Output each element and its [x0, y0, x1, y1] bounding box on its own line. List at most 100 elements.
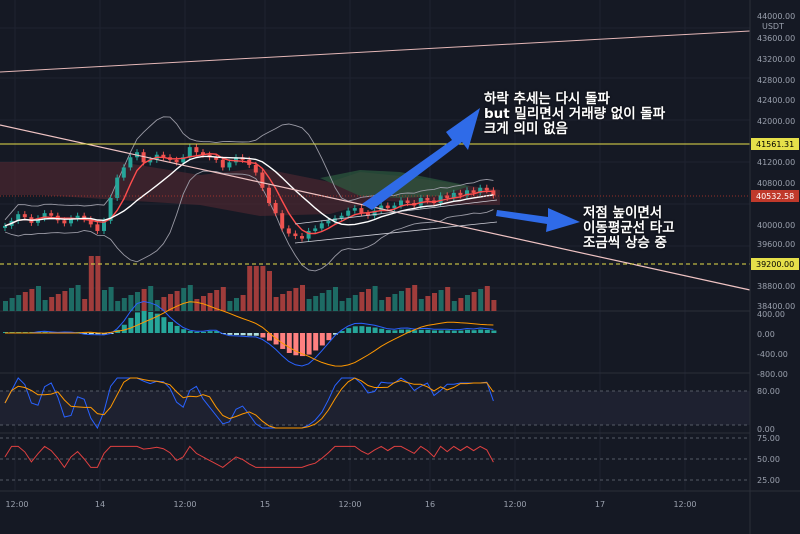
macd-histogram-bar: [135, 312, 140, 333]
macd-histogram-bar: [102, 333, 107, 335]
bollinger-lower-line: [4, 170, 494, 272]
macd-histogram-bar: [214, 331, 220, 333]
macd-histogram-bar: [128, 317, 134, 333]
macd-histogram-bar: [293, 333, 299, 356]
volume-bar: [102, 290, 107, 311]
macd-histogram-bar: [465, 329, 470, 333]
candle-body: [121, 167, 126, 178]
macd-histogram-bar: [286, 333, 292, 353]
candle-body: [69, 218, 73, 224]
volume-bar: [29, 289, 35, 311]
volume-bar: [458, 298, 464, 311]
macd-histogram-bar: [267, 333, 272, 341]
annotation-top: 하락 추세는 다시 돌파 but 밀리면서 거래량 없이 돌파 크게 의미 없음: [484, 91, 666, 137]
price-tick-label: 42000.00: [757, 117, 795, 126]
volume-bar: [115, 301, 121, 311]
macd-histogram-bar: [471, 330, 477, 333]
volume-bar: [108, 287, 114, 311]
macd-histogram-bar: [451, 330, 457, 333]
macd-histogram-bar: [484, 329, 490, 333]
macd-histogram-bar: [168, 321, 173, 333]
volume-bar: [273, 297, 279, 311]
macd-tick-label: 400.00: [757, 310, 785, 319]
rsi-panel: [0, 437, 750, 481]
volume-bar: [187, 285, 193, 311]
volume-bar: [16, 295, 22, 311]
volume-bar: [214, 290, 220, 311]
channel-upper-line[interactable]: [294, 199, 498, 225]
volume-bar: [352, 295, 358, 311]
candle-body: [286, 228, 291, 234]
candle-body: [148, 159, 153, 163]
volume-bar: [88, 256, 94, 311]
long-term-uptrend-line[interactable]: [0, 30, 751, 73]
price-tick-label: 43600.00: [757, 34, 795, 43]
time-axis[interactable]: 12:00 14 12:00 15 12:00 16 12:00 17 12:00: [5, 500, 696, 509]
candle-body: [458, 192, 463, 196]
volume-bar: [161, 297, 167, 311]
candle-body: [102, 220, 106, 231]
volume-bar: [62, 291, 68, 311]
candle-body: [161, 154, 166, 158]
volume-bar: [379, 300, 385, 311]
volume-bar: [491, 300, 497, 311]
macd-histogram-bar: [333, 333, 338, 335]
candle-body: [491, 190, 496, 196]
candle-body: [260, 172, 265, 188]
macd-histogram-bar: [154, 313, 160, 333]
arrow-right-icon[interactable]: [496, 208, 580, 232]
macd-histogram-bar: [418, 329, 424, 333]
macd-tick-label: -400.00: [757, 350, 788, 359]
macd-histogram-bar: [326, 333, 332, 341]
volume-bar: [484, 286, 490, 311]
bollinger-bands: [4, 116, 494, 272]
volume-bar: [385, 297, 391, 311]
macd-histogram-bar: [399, 329, 404, 333]
stoch-tick-label: 80.00: [757, 387, 780, 396]
candle-body: [174, 159, 179, 163]
candle-body: [465, 190, 469, 196]
candle-body: [372, 210, 377, 216]
volume-bar: [141, 289, 147, 311]
candle-body: [214, 157, 219, 160]
volume-bar: [240, 295, 246, 311]
time-tick-label: 15: [260, 500, 270, 509]
channel-lower-line[interactable]: [294, 221, 498, 244]
volume-bar: [412, 285, 418, 311]
volume-bar: [286, 291, 292, 311]
price-tag-label: 41561.31: [756, 140, 794, 149]
candle-body: [451, 192, 456, 198]
volume-bar: [135, 292, 140, 311]
candle-body: [484, 187, 489, 191]
arrow-up-icon[interactable]: [362, 108, 480, 210]
macd-histogram-bar: [42, 331, 48, 333]
volume-bar: [168, 294, 173, 311]
volume-bar: [220, 287, 226, 311]
axis-currency: USDT: [762, 22, 784, 31]
rsi-tick-label: 75.00: [757, 434, 780, 443]
volume-bar: [267, 271, 272, 311]
candle-body: [313, 228, 318, 231]
candle-body: [234, 157, 238, 163]
volume-bar: [478, 289, 484, 311]
volume-bar: [253, 266, 259, 311]
macd-histogram-bar: [319, 333, 325, 346]
price-tag-label: 40532.58: [756, 192, 794, 201]
macd-histogram-bar: [234, 333, 239, 336]
volume-bars: [3, 256, 497, 311]
price-tag: [751, 138, 799, 150]
macd-histogram-bar: [445, 330, 451, 333]
volume-bar: [313, 296, 319, 311]
time-tick-label: 12:00: [173, 500, 196, 509]
bollinger-upper-line: [4, 116, 494, 221]
volume-bar: [69, 288, 74, 311]
macd-histogram-bar: [346, 328, 352, 333]
candle-body: [194, 147, 199, 153]
stochastic-panel: [0, 377, 750, 430]
price-tag-label: 39200.00: [756, 260, 794, 269]
volume-bar: [49, 297, 55, 311]
candle-body: [95, 224, 100, 231]
rsi-tick-label: 50.00: [757, 455, 780, 464]
stoch-band: [0, 391, 750, 425]
